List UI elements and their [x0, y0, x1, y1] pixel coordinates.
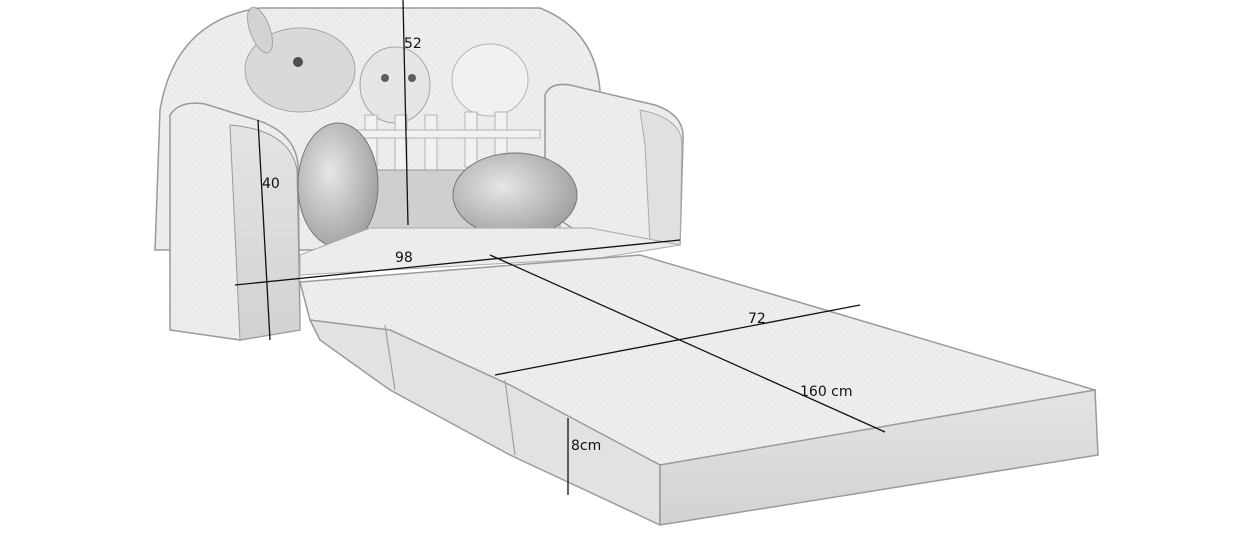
bed-width-label: 72	[748, 311, 766, 327]
bed-width-line	[494, 304, 861, 376]
left-round-pillow	[297, 122, 379, 248]
seat-cushion	[299, 227, 681, 276]
seat-width-line	[234, 239, 681, 286]
mattress-thickness-label: 8cm	[571, 438, 601, 454]
bed-length-label: 160 cm	[800, 384, 853, 400]
dimension-lines	[234, 0, 886, 495]
left-armrest	[169, 102, 301, 341]
mattress-fold-seams	[384, 324, 516, 456]
seat-width-label: 98	[395, 250, 413, 266]
mattress-end	[659, 389, 1099, 526]
armrest-height-label: 40	[262, 176, 280, 192]
backrest-height-label: 52	[404, 36, 422, 52]
right-armrest	[544, 83, 684, 246]
bunny-print-image	[244, 6, 541, 171]
armrest-height-line	[257, 119, 271, 341]
bed-length-line	[489, 254, 886, 433]
backrest-height-line	[402, 0, 409, 226]
right-round-pillow	[452, 152, 578, 238]
